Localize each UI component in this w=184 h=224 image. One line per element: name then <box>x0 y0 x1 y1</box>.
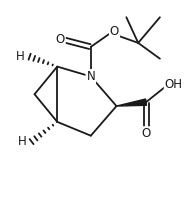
Text: O: O <box>110 25 119 38</box>
Text: H: H <box>16 50 25 63</box>
Text: O: O <box>56 33 65 46</box>
Text: OH: OH <box>165 78 183 91</box>
Text: O: O <box>141 127 151 140</box>
Polygon shape <box>116 99 146 106</box>
Text: H: H <box>18 135 27 148</box>
Text: N: N <box>86 70 95 83</box>
